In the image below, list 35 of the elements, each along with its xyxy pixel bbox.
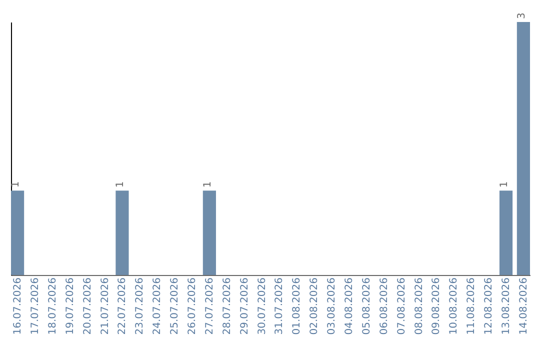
- x-tick-label: 14.08.2026: [518, 278, 530, 335]
- x-tick-label: 28.07.2026: [222, 278, 233, 335]
- x-tick-label: 20.07.2026: [82, 278, 94, 335]
- x-tick-label: 01.08.2026: [292, 278, 303, 335]
- x-tick-label: 04.08.2026: [344, 278, 356, 335]
- data-label: 1: [115, 181, 126, 188]
- x-tick-label: 27.07.2026: [204, 278, 216, 335]
- x-tick-label: 06.08.2026: [378, 278, 390, 335]
- x-tick-label: 19.07.2026: [64, 278, 76, 335]
- x-tick-label: 07.08.2026: [396, 278, 408, 335]
- x-tick-label: 09.08.2026: [431, 278, 442, 335]
- x-tick-label: 30.07.2026: [256, 278, 268, 335]
- x-tick-label: 23.07.2026: [134, 278, 146, 335]
- x-tick-label: 31.07.2026: [274, 278, 286, 335]
- x-tick-label: 25.07.2026: [170, 278, 181, 335]
- x-tick-label: 08.08.2026: [414, 278, 425, 335]
- x-tick-label: 05.08.2026: [361, 278, 372, 335]
- x-tick-label: 17.07.2026: [30, 278, 41, 335]
- x-tick-label: 18.07.2026: [47, 278, 58, 335]
- x-tick-label: 24.07.2026: [152, 278, 164, 335]
- x-tick-label: 22.07.2026: [117, 278, 128, 335]
- x-tick-label: 11.08.2026: [466, 278, 478, 335]
- data-label: 1: [10, 181, 22, 188]
- x-tick-label: 21.07.2026: [100, 278, 111, 335]
- x-tick-label: 02.08.2026: [309, 278, 320, 335]
- x-tick-label: 10.08.2026: [448, 278, 460, 335]
- data-label: 1: [499, 181, 510, 188]
- x-tick-label: 29.07.2026: [239, 278, 250, 335]
- x-tick-label: 26.07.2026: [186, 278, 198, 335]
- data-label: 3: [516, 12, 528, 19]
- x-tick-label: 16.07.2026: [12, 278, 24, 335]
- x-tick-label: 03.08.2026: [326, 278, 338, 335]
- data-label: 1: [202, 181, 214, 188]
- x-tick-label: 12.08.2026: [484, 278, 495, 335]
- x-tick-label: 13.08.2026: [501, 278, 512, 335]
